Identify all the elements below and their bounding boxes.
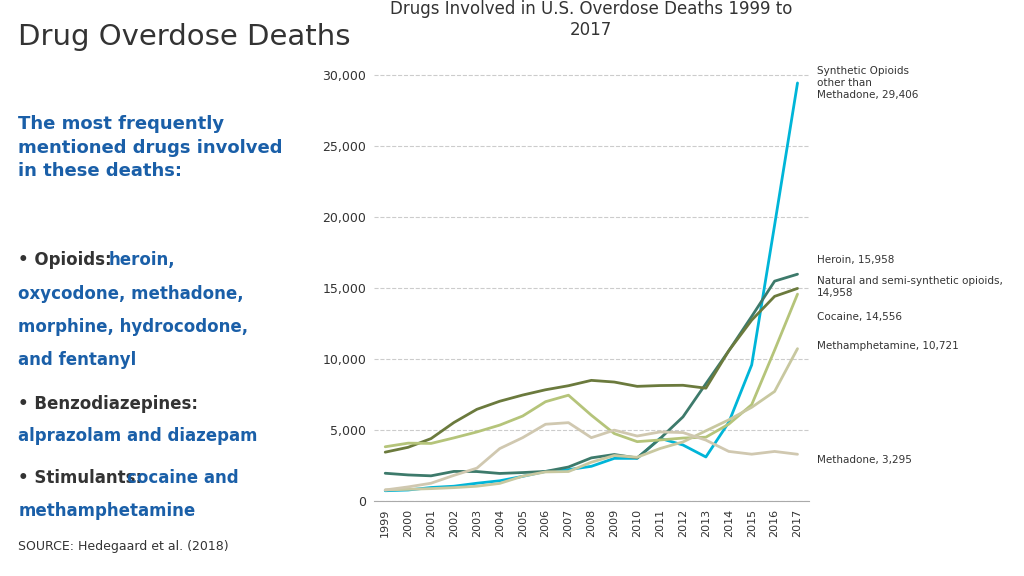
Title: Drugs Involved in U.S. Overdose Deaths 1999 to
2017: Drugs Involved in U.S. Overdose Deaths 1… (390, 0, 793, 39)
Text: Drug Overdose Deaths: Drug Overdose Deaths (18, 23, 350, 51)
Text: oxycodone, methadone,: oxycodone, methadone, (18, 285, 244, 303)
Text: Cocaine, 14,556: Cocaine, 14,556 (817, 312, 902, 322)
Text: Natural and semi-synthetic opioids,
14,958: Natural and semi-synthetic opioids, 14,9… (817, 276, 1004, 298)
Text: Synthetic Opioids
other than
Methadone, 29,406: Synthetic Opioids other than Methadone, … (817, 66, 919, 100)
Text: cocaine and: cocaine and (127, 469, 239, 487)
Text: Heroin, 15,958: Heroin, 15,958 (817, 255, 895, 265)
Text: alprazolam and diazepam: alprazolam and diazepam (18, 427, 258, 445)
Text: and fentanyl: and fentanyl (18, 351, 136, 369)
Text: SOURCE: Hedegaard et al. (2018): SOURCE: Hedegaard et al. (2018) (18, 540, 228, 553)
Text: • Opioids:: • Opioids: (18, 251, 118, 268)
Text: Methadone, 3,295: Methadone, 3,295 (817, 455, 912, 465)
Text: The most frequently
mentioned drugs involved
in these deaths:: The most frequently mentioned drugs invo… (18, 115, 283, 180)
Text: heroin,: heroin, (109, 251, 176, 268)
Text: Methamphetamine, 10,721: Methamphetamine, 10,721 (817, 341, 958, 351)
Text: methamphetamine: methamphetamine (18, 502, 196, 520)
Text: • Stimulants:: • Stimulants: (18, 469, 148, 487)
Text: morphine, hydrocodone,: morphine, hydrocodone, (18, 318, 248, 336)
Text: • Benzodiazepines:: • Benzodiazepines: (18, 395, 199, 412)
